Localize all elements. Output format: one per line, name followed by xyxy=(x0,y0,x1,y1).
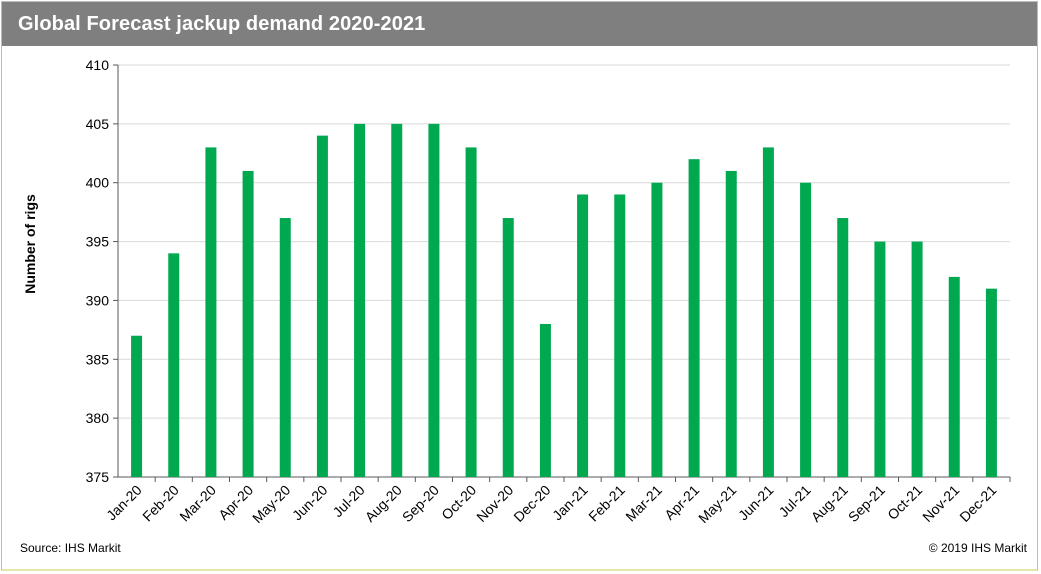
y-tick-label: 405 xyxy=(86,116,110,132)
y-tick-label: 410 xyxy=(86,57,110,73)
bar xyxy=(242,170,254,477)
y-tick-label: 395 xyxy=(86,234,110,250)
y-tick-label: 400 xyxy=(86,175,110,191)
x-tick-label: Sep-21 xyxy=(845,482,888,525)
x-tick-label: Feb-21 xyxy=(585,482,628,525)
bar xyxy=(874,241,886,477)
copyright-note: © 2019 IHS Markit xyxy=(928,541,1027,555)
x-tick-label: Aug-21 xyxy=(808,482,851,525)
x-tick-label: Jun-21 xyxy=(735,482,777,524)
bar xyxy=(316,135,328,477)
bar xyxy=(131,335,143,477)
y-tick-label: 380 xyxy=(86,410,110,426)
bar xyxy=(205,147,217,477)
bar xyxy=(725,170,737,477)
source-note: Source: IHS Markit xyxy=(20,541,121,555)
bar xyxy=(688,159,700,477)
bar xyxy=(762,147,774,477)
bar xyxy=(465,147,477,477)
x-tick-label: Dec-21 xyxy=(956,482,999,525)
bar xyxy=(354,123,366,477)
x-tick-label: Sep-20 xyxy=(399,482,442,525)
bar xyxy=(911,241,923,477)
x-tick-label: Jun-20 xyxy=(289,482,331,524)
bar xyxy=(577,194,589,477)
title-bar: Global Forecast jackup demand 2020-2021 xyxy=(2,2,1037,46)
x-tick-label: Feb-20 xyxy=(139,482,182,525)
x-tick-label: Dec-20 xyxy=(510,482,553,525)
x-tick-label: Aug-20 xyxy=(362,482,405,525)
bar xyxy=(800,182,812,477)
chart-title: Global Forecast jackup demand 2020-2021 xyxy=(18,13,426,35)
y-tick-label: 375 xyxy=(86,469,110,485)
x-tick-label: Mar-20 xyxy=(176,482,219,525)
bar xyxy=(279,218,291,477)
bar xyxy=(651,182,663,477)
bar xyxy=(985,288,997,477)
y-tick-label: 385 xyxy=(86,351,110,367)
bar xyxy=(391,123,403,477)
bar xyxy=(428,123,440,477)
bar xyxy=(948,276,960,477)
x-tick-label: Jan-20 xyxy=(103,482,145,524)
x-tick-label: Nov-20 xyxy=(473,482,516,525)
bar xyxy=(502,218,514,477)
bar xyxy=(168,253,180,477)
y-tick-label: 390 xyxy=(86,292,110,308)
x-tick-label: May-21 xyxy=(695,482,739,526)
x-tick-label: Mar-21 xyxy=(622,482,665,525)
x-tick-label: Jan-21 xyxy=(549,482,591,524)
x-tick-label: Nov-21 xyxy=(919,482,962,525)
bar xyxy=(539,323,551,477)
bar xyxy=(837,218,849,477)
x-tick-label: Oct-21 xyxy=(884,482,925,523)
x-tick-label: May-20 xyxy=(249,482,293,526)
bar xyxy=(614,194,626,477)
x-tick-label: Oct-20 xyxy=(438,482,479,523)
